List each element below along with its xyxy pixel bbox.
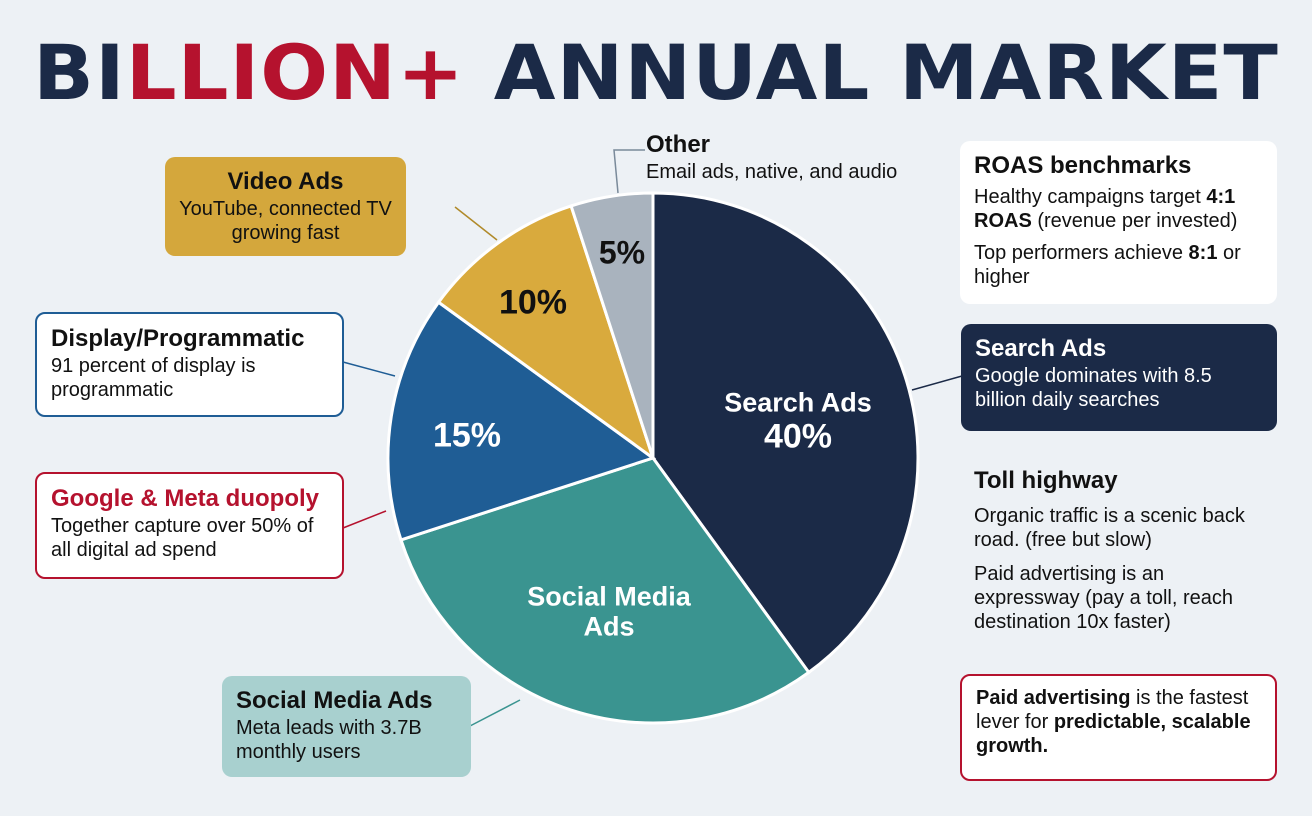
slice-label-social: Social Media Ads (527, 581, 691, 641)
pie-slice-other (569, 191, 655, 459)
leader-other (613, 149, 645, 194)
toll-highway: Toll highway Organic traffic is a scenic … (974, 467, 1245, 633)
leader-video (454, 206, 498, 241)
leader-display (342, 361, 396, 377)
callout-video: Video Ads YouTube, connected TV growing f… (165, 157, 406, 256)
pie-slice-video-ads (436, 204, 656, 462)
slice-label-other: 5% (598, 234, 646, 271)
callout-search: Search Ads Google dominates with 8.5 bill… (961, 324, 1277, 431)
slice-label-display: 15% (432, 416, 502, 455)
pie-slice-display-programmatic (386, 300, 657, 542)
slice-label-video: 10% (498, 283, 568, 322)
callout-duopoly: Google & Meta duopoly Together capture ov… (35, 472, 344, 579)
pie-slice-social-media-ads (399, 456, 811, 725)
leader-search (911, 375, 963, 391)
callout-social: Social Media Ads Meta leads with 3.7B mon… (222, 676, 471, 777)
page-title: BILLION+ ANNUAL MARKET (33, 28, 1279, 117)
slice-label-search: Search Ads 40% (724, 387, 872, 456)
roas-card: ROAS benchmarks Healthy campaigns target … (960, 141, 1277, 304)
pie-slice-search-ads (651, 191, 920, 675)
leader-duopoly (342, 510, 387, 529)
leader-social (469, 699, 521, 727)
callout-other: Other Email ads, native, and audio (646, 131, 898, 183)
summary-card: Paid advertising is the fastest lever fo… (960, 674, 1277, 781)
callout-display: Display/Programmatic 91 percent of displa… (35, 312, 344, 417)
